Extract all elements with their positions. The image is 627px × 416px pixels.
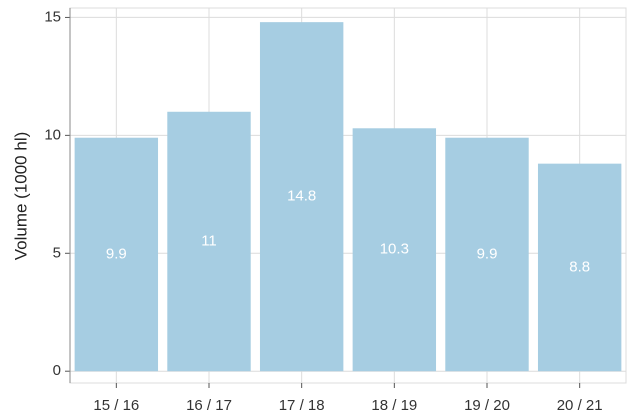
value-label: 10.3: [380, 241, 409, 258]
y-axis-label: Volume (1000 hl): [11, 132, 30, 261]
bar: [537, 163, 622, 372]
x-tick-label: 20 / 21: [557, 397, 603, 414]
y-tick-label: 0: [53, 362, 61, 379]
y-tick-label: 10: [44, 126, 61, 143]
value-label: 9.9: [477, 245, 498, 262]
bar: [445, 137, 529, 372]
value-label: 11: [201, 232, 217, 249]
x-tick-label: 15 / 16: [93, 397, 139, 414]
y-tick-label: 5: [53, 244, 61, 261]
value-label: 14.8: [287, 188, 316, 205]
x-tick-label: 16 / 17: [186, 397, 232, 414]
value-label: 9.9: [106, 245, 127, 262]
x-tick-label: 19 / 20: [464, 397, 510, 414]
value-label: 8.8: [569, 258, 590, 275]
bar: [167, 111, 251, 372]
y-tick-label: 15: [44, 8, 61, 25]
bar: [74, 137, 159, 372]
bar: [352, 128, 437, 372]
x-tick-label: 17 / 18: [279, 397, 325, 414]
x-tick-label: 18 / 19: [371, 397, 417, 414]
bar: [259, 22, 344, 372]
